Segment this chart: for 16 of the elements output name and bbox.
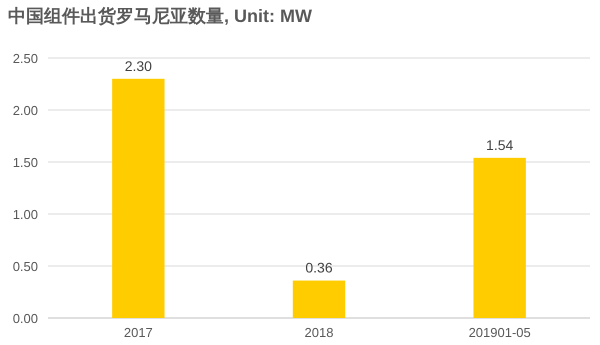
y-tick-label: 0.50	[12, 259, 38, 274]
data-label: 2.30	[124, 58, 152, 74]
bar	[473, 158, 526, 318]
y-tick-label: 1.50	[12, 155, 38, 170]
y-tick-label: 2.50	[12, 51, 38, 66]
bar	[292, 280, 346, 318]
y-tick-label: 1.00	[12, 207, 38, 222]
x-tick-label: 2017	[124, 325, 153, 340]
chart-title: 中国组件出货罗马尼亚数量, Unit: MW	[8, 6, 312, 26]
x-tick-label: 201901-05	[468, 325, 531, 340]
y-tick-label: 0.00	[12, 311, 38, 326]
y-tick-label: 2.00	[12, 103, 38, 118]
data-label: 0.36	[305, 260, 333, 276]
data-label: 1.54	[486, 136, 514, 153]
x-tick-label: 2018	[304, 325, 334, 340]
bar	[112, 78, 165, 318]
